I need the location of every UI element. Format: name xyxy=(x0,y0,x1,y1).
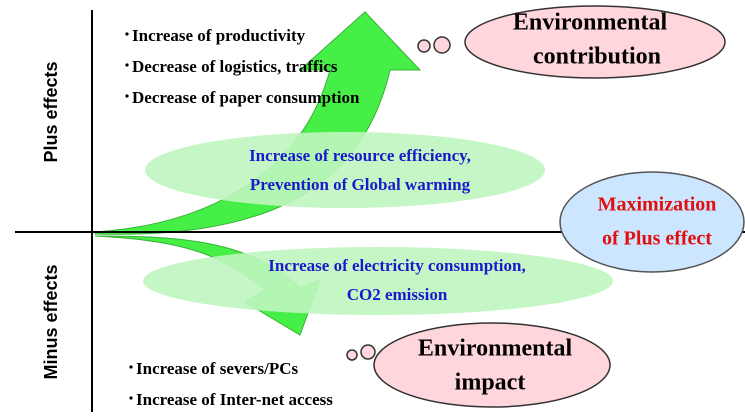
bullet xyxy=(129,365,133,369)
minus-label: Minus effects xyxy=(41,264,61,379)
item-text: Decrease of paper consumption xyxy=(132,88,360,107)
plus-ellipse xyxy=(145,132,545,208)
cloud-text: contribution xyxy=(533,44,661,70)
ellipse-text: Increase of electricity consumption, xyxy=(268,256,525,275)
bullet xyxy=(125,94,129,98)
item-text: Increase of productivity xyxy=(132,26,306,45)
ellipse-text: CO2 emission xyxy=(347,285,448,304)
item-text: Increase of severs/PCs xyxy=(136,359,298,378)
bullet xyxy=(129,396,133,400)
goal-text: Maximization xyxy=(598,194,717,216)
bullet xyxy=(125,32,129,36)
cloud-text: Environmental xyxy=(418,336,573,362)
plus-arrow xyxy=(94,11,422,235)
impact-cloud xyxy=(346,322,611,408)
minus-ellipse xyxy=(143,247,613,315)
contribution-cloud xyxy=(417,5,726,79)
item-text: Increase of Inter-net access xyxy=(136,390,333,409)
goal-text: of Plus effect xyxy=(602,228,712,250)
goal-ellipse xyxy=(559,171,745,273)
bullet xyxy=(125,63,129,67)
cloud-text: impact xyxy=(455,370,526,396)
ellipse-text: Increase of resource efficiency, xyxy=(249,146,471,165)
cloud-text: Environmental xyxy=(513,10,668,36)
plus-label: Plus effects xyxy=(41,61,61,162)
item-text: Decrease of logistics, traffics xyxy=(132,57,338,76)
ellipse-text: Prevention of Global warming xyxy=(250,175,471,194)
